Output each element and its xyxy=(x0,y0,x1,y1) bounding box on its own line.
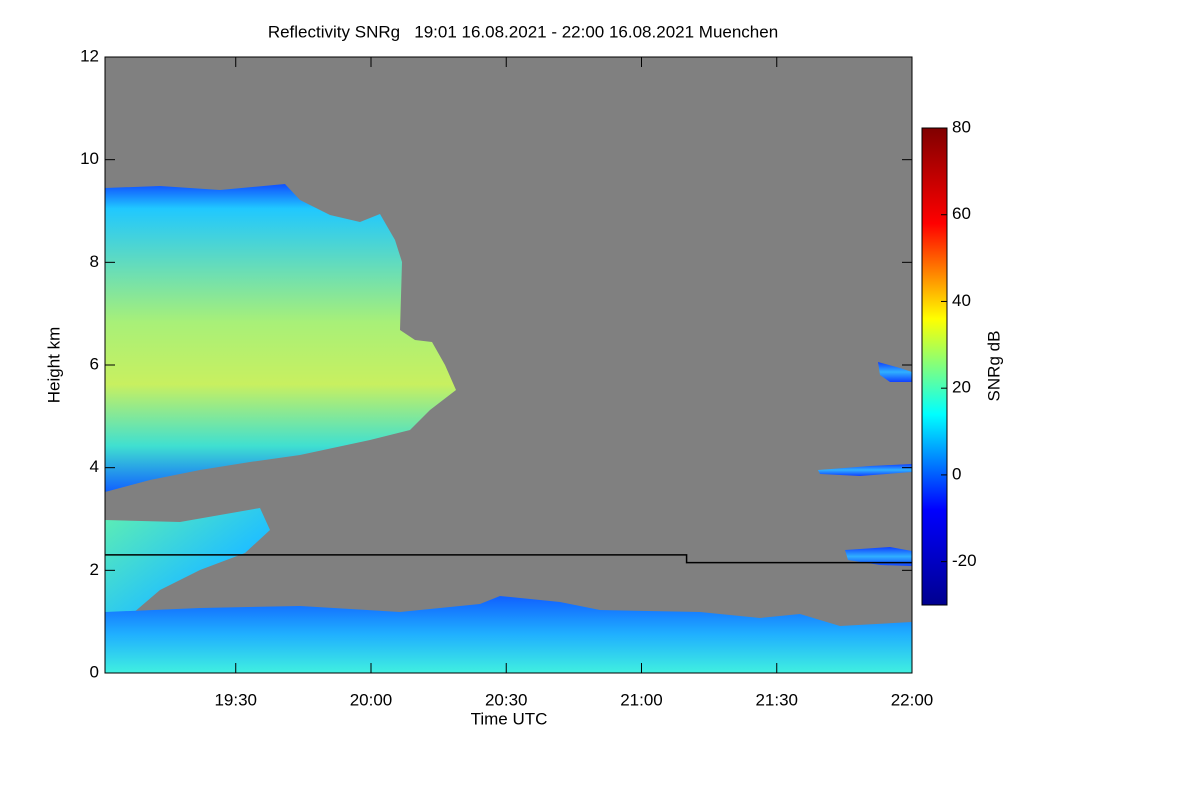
colorbar-tick-label: 80 xyxy=(952,117,971,136)
y-tick-label: 4 xyxy=(90,457,99,476)
cloud xyxy=(845,547,912,566)
y-tick-label: 10 xyxy=(80,149,99,168)
cloud xyxy=(105,508,270,632)
x-tick-label: 20:30 xyxy=(485,690,528,709)
ground-echo xyxy=(105,596,912,673)
y-tick-label: 0 xyxy=(90,662,99,681)
chart-title: Reflectivity SNRg 19:01 16.08.2021 - 22:… xyxy=(268,22,778,41)
x-tick-label: 22:00 xyxy=(891,690,934,709)
colorbar-tick-label: 60 xyxy=(952,204,971,223)
cloud xyxy=(818,464,912,476)
cloud xyxy=(105,184,456,492)
boundary-line xyxy=(105,554,912,564)
colorbar-tick-label: 20 xyxy=(952,378,971,397)
x-tick-label: 21:00 xyxy=(620,690,663,709)
cloud xyxy=(878,362,912,382)
reflectivity-field xyxy=(105,184,912,673)
y-tick-label: 8 xyxy=(90,252,99,271)
y-tick-label: 12 xyxy=(80,46,99,65)
colorbar-tick-label: -20 xyxy=(952,551,977,570)
colorbar-tick-label: 0 xyxy=(952,464,961,483)
y-tick-label: 2 xyxy=(90,560,99,579)
y-axis-label: Height km xyxy=(44,327,63,404)
x-tick-label: 21:30 xyxy=(755,690,798,709)
x-tick-label: 20:00 xyxy=(350,690,393,709)
colorbar-label: SNRg dB xyxy=(984,331,1003,402)
y-tick-label: 6 xyxy=(90,354,99,373)
x-axis-label: Time UTC xyxy=(471,709,548,728)
colorbar xyxy=(921,127,948,606)
colorbar-tick-label: 40 xyxy=(952,291,971,310)
x-tick-label: 19:30 xyxy=(214,690,257,709)
